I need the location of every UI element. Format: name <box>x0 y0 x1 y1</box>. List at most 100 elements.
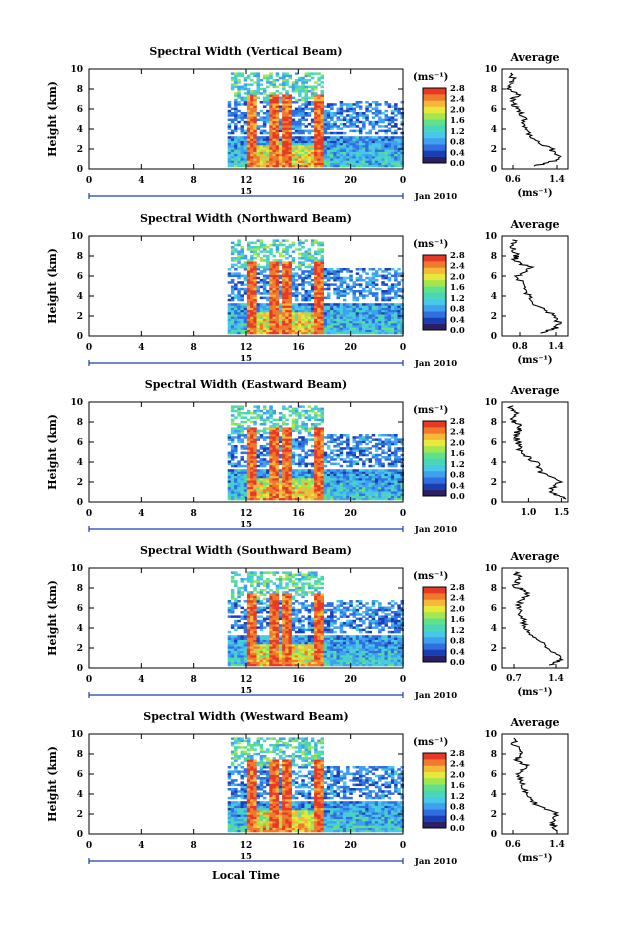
heatmap-cell <box>301 118 305 122</box>
heatmap-cell <box>342 314 347 317</box>
heatmap-cell <box>394 153 398 157</box>
heatmap-cell <box>355 268 360 271</box>
heatmap-cell <box>371 125 376 128</box>
heatmap-cell <box>301 129 305 133</box>
heatmap-cell <box>381 473 385 477</box>
heatmap-cell <box>326 125 331 128</box>
heatmap-cell <box>301 283 305 286</box>
heatmap-cell <box>250 83 254 86</box>
heatmap-cell <box>269 98 273 102</box>
heatmap-cell <box>314 325 318 328</box>
heatmap-cell <box>246 116 251 119</box>
heatmap-cell <box>253 274 257 278</box>
heatmap-cell <box>275 327 280 330</box>
heatmap-cell <box>256 85 260 89</box>
heatmap-cell <box>269 412 273 415</box>
heatmap-cell <box>275 475 280 479</box>
heatmap-cell <box>227 105 232 108</box>
heatmap-cell <box>294 164 299 168</box>
heatmap-cell <box>262 329 267 333</box>
heatmap-cell <box>304 118 308 122</box>
heatmap-cell <box>304 105 308 108</box>
heatmap-cell <box>288 296 292 300</box>
heatmap-cell <box>394 316 398 319</box>
heatmap-cell <box>259 447 264 450</box>
heatmap-cell <box>294 469 299 472</box>
heatmap-cell <box>250 123 254 126</box>
heatmap-cell <box>298 129 302 133</box>
heatmap-cell <box>355 145 360 148</box>
colorbar-swatch <box>423 323 446 331</box>
heatmap-cell <box>278 140 283 144</box>
heatmap-cell <box>246 151 251 155</box>
heatmap-cell <box>266 436 270 439</box>
heatmap-cell <box>374 103 379 106</box>
heatmap-cell <box>278 478 283 481</box>
heatmap-cell <box>272 296 276 300</box>
heatmap-cell <box>387 475 392 479</box>
heatmap-cell <box>342 478 347 481</box>
heatmap-cell <box>282 112 286 115</box>
heatmap-cell <box>394 314 398 317</box>
heatmap-cell <box>262 90 267 93</box>
heatmap-cell <box>285 329 289 333</box>
heatmap-cell <box>253 458 257 461</box>
heatmap-cell <box>314 162 318 166</box>
heatmap-cell <box>243 493 248 496</box>
heatmap-cell <box>301 312 305 315</box>
heatmap-cell <box>266 296 270 300</box>
heatmap-cell <box>262 312 267 315</box>
heatmap-cell <box>339 147 344 150</box>
heatmap-cell <box>250 460 254 463</box>
heatmap-cell <box>237 103 241 106</box>
heatmap-cell <box>314 320 318 324</box>
average-y-tick-label: 8 <box>491 418 497 428</box>
heatmap-cell <box>298 325 302 328</box>
heatmap-cell <box>326 475 331 479</box>
heatmap-cell <box>240 151 244 155</box>
heatmap-cell <box>285 79 289 82</box>
date-label: Jan 2010 <box>414 359 457 369</box>
heatmap-cell <box>317 480 321 483</box>
heatmap-cell <box>298 478 302 481</box>
heatmap-cell <box>317 243 321 247</box>
heatmap-cell <box>230 129 235 133</box>
heatmap-cell <box>317 486 321 490</box>
heatmap-cell <box>317 261 321 264</box>
heatmap-cell <box>339 138 344 141</box>
heatmap-cell <box>397 484 401 488</box>
heatmap-cell <box>371 116 376 119</box>
heatmap-cell <box>349 270 353 273</box>
heatmap-cell <box>368 160 372 163</box>
heatmap-cell <box>301 427 305 430</box>
heatmap-cell <box>237 243 241 247</box>
heatmap-cell <box>314 145 318 148</box>
heatmap-cell <box>339 473 344 477</box>
heatmap-cell <box>298 87 302 91</box>
heatmap-cell <box>227 486 232 490</box>
heatmap-cell <box>314 484 318 488</box>
heatmap-cell <box>352 449 356 452</box>
heatmap-cell <box>275 118 280 122</box>
heatmap-cell <box>291 469 296 472</box>
heatmap-cell <box>349 464 353 468</box>
heatmap-cell <box>310 241 315 245</box>
heatmap-cell <box>304 274 308 278</box>
heatmap-cell <box>365 323 369 326</box>
heatmap-cell <box>291 149 296 152</box>
heatmap-cell <box>272 287 276 291</box>
heatmap-cell <box>278 325 283 328</box>
heatmap-cell <box>381 480 385 483</box>
colorbar-tick-label: 2.0 <box>450 438 465 448</box>
heatmap-cell <box>387 491 392 494</box>
heatmap-cell <box>278 471 283 474</box>
heatmap-cell <box>253 460 257 463</box>
heatmap-cell <box>320 294 324 297</box>
heatmap-cell <box>387 438 392 441</box>
heatmap-cell <box>262 129 267 133</box>
y-tick-label: 2 <box>77 478 83 488</box>
heatmap-cell <box>387 156 392 159</box>
heatmap-cell <box>301 449 305 452</box>
heatmap-cell <box>390 453 395 457</box>
heatmap-cell <box>342 142 347 146</box>
